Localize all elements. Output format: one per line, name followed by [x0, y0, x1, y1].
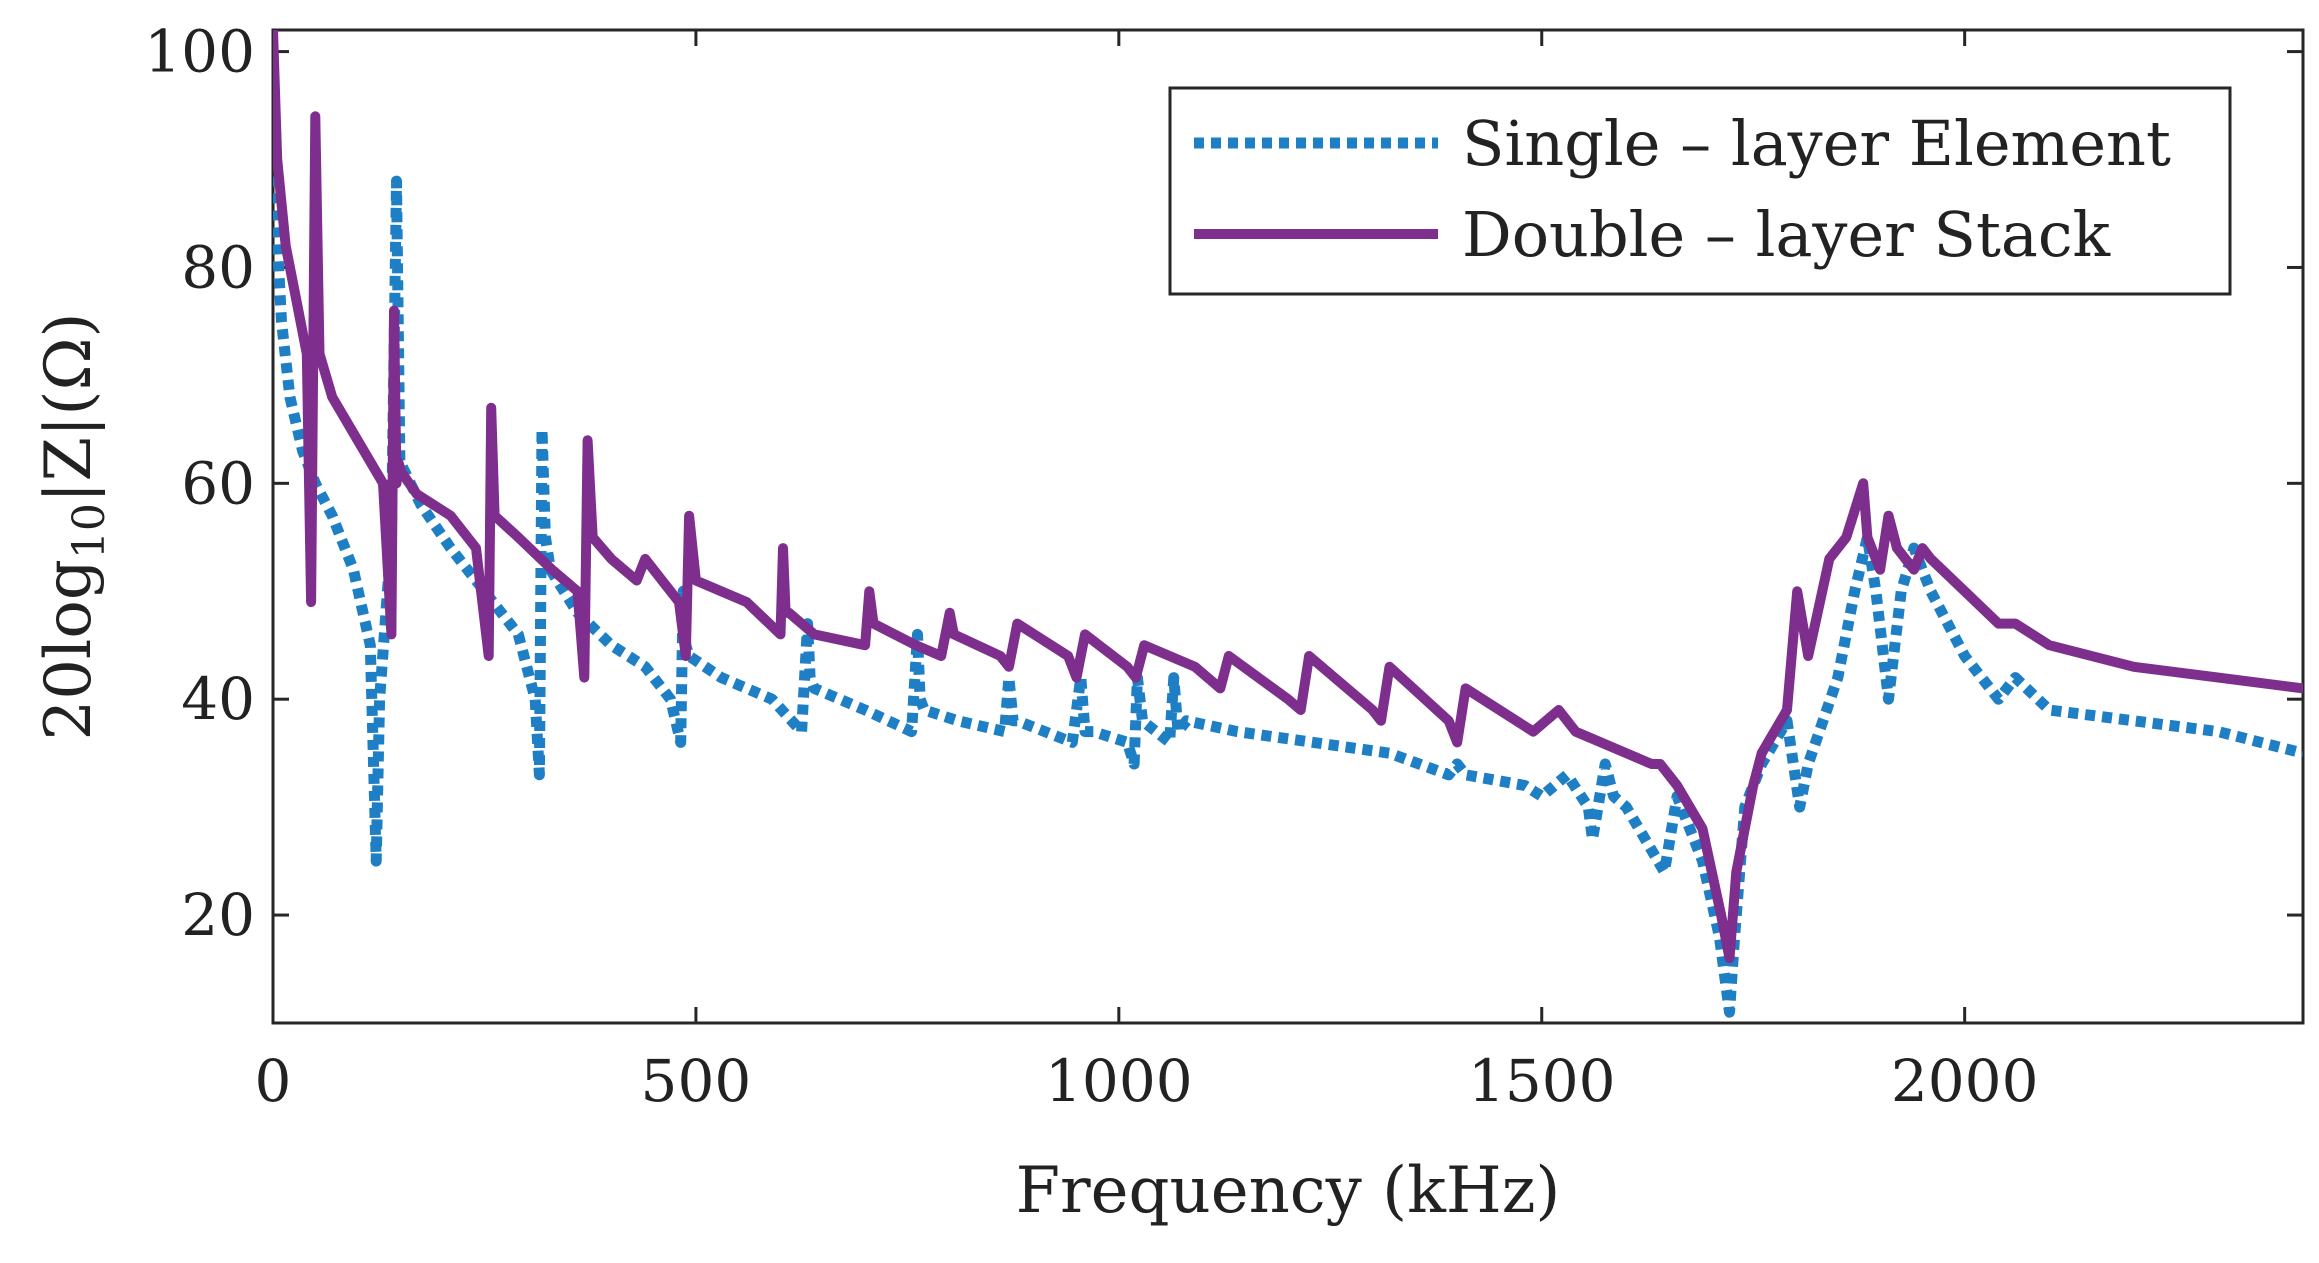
x-tick-label: 1500: [1468, 1047, 1616, 1115]
x-axis-label: Frequency (kHz): [1016, 1154, 1561, 1228]
legend-box: [1168, 86, 2232, 296]
legend-label-single-part-3: layer Element: [1731, 107, 2171, 180]
y-axis-label: 20log10|Z|(Ω): [32, 313, 115, 741]
legend-label-single-part-2: –: [1680, 107, 1711, 180]
legend: Single – layer Element Double – layer St…: [1168, 86, 2232, 296]
axis-ticks: 0 500 1000 1500 2000 20 40 60 80 100: [144, 18, 2303, 1115]
legend-label-double-part-1: Double: [1462, 198, 1685, 271]
legend-label-double-part-3: layer Stack: [1756, 198, 2111, 271]
legend-label-double-part-2: –: [1705, 198, 1736, 271]
y-axis-label-post: |Z|(Ω): [32, 313, 106, 504]
y-axis-label-sub: 10: [64, 503, 115, 559]
series-line-single-layer: [273, 159, 2303, 1018]
y-axis-label-pre: 20log: [32, 559, 106, 740]
series-lines: [273, 30, 2303, 1018]
y-tick-label: 100: [144, 18, 255, 86]
y-tick-label: 80: [181, 233, 255, 301]
legend-label-single-layer: Single – layer Element: [1462, 107, 2171, 180]
x-tick-label: 0: [255, 1047, 292, 1115]
series-line-double-layer: [273, 30, 2303, 964]
y-tick-label: 20: [181, 881, 255, 949]
x-tick-label: 500: [641, 1047, 752, 1115]
legend-label-double-layer: Double – layer Stack: [1462, 198, 2111, 271]
x-tick-label: 2000: [1891, 1047, 2039, 1115]
legend-label-single-part-1: Single: [1462, 107, 1660, 180]
y-tick-label: 60: [181, 449, 255, 517]
x-tick-label: 1000: [1045, 1047, 1193, 1115]
y-tick-label: 40: [181, 665, 255, 733]
